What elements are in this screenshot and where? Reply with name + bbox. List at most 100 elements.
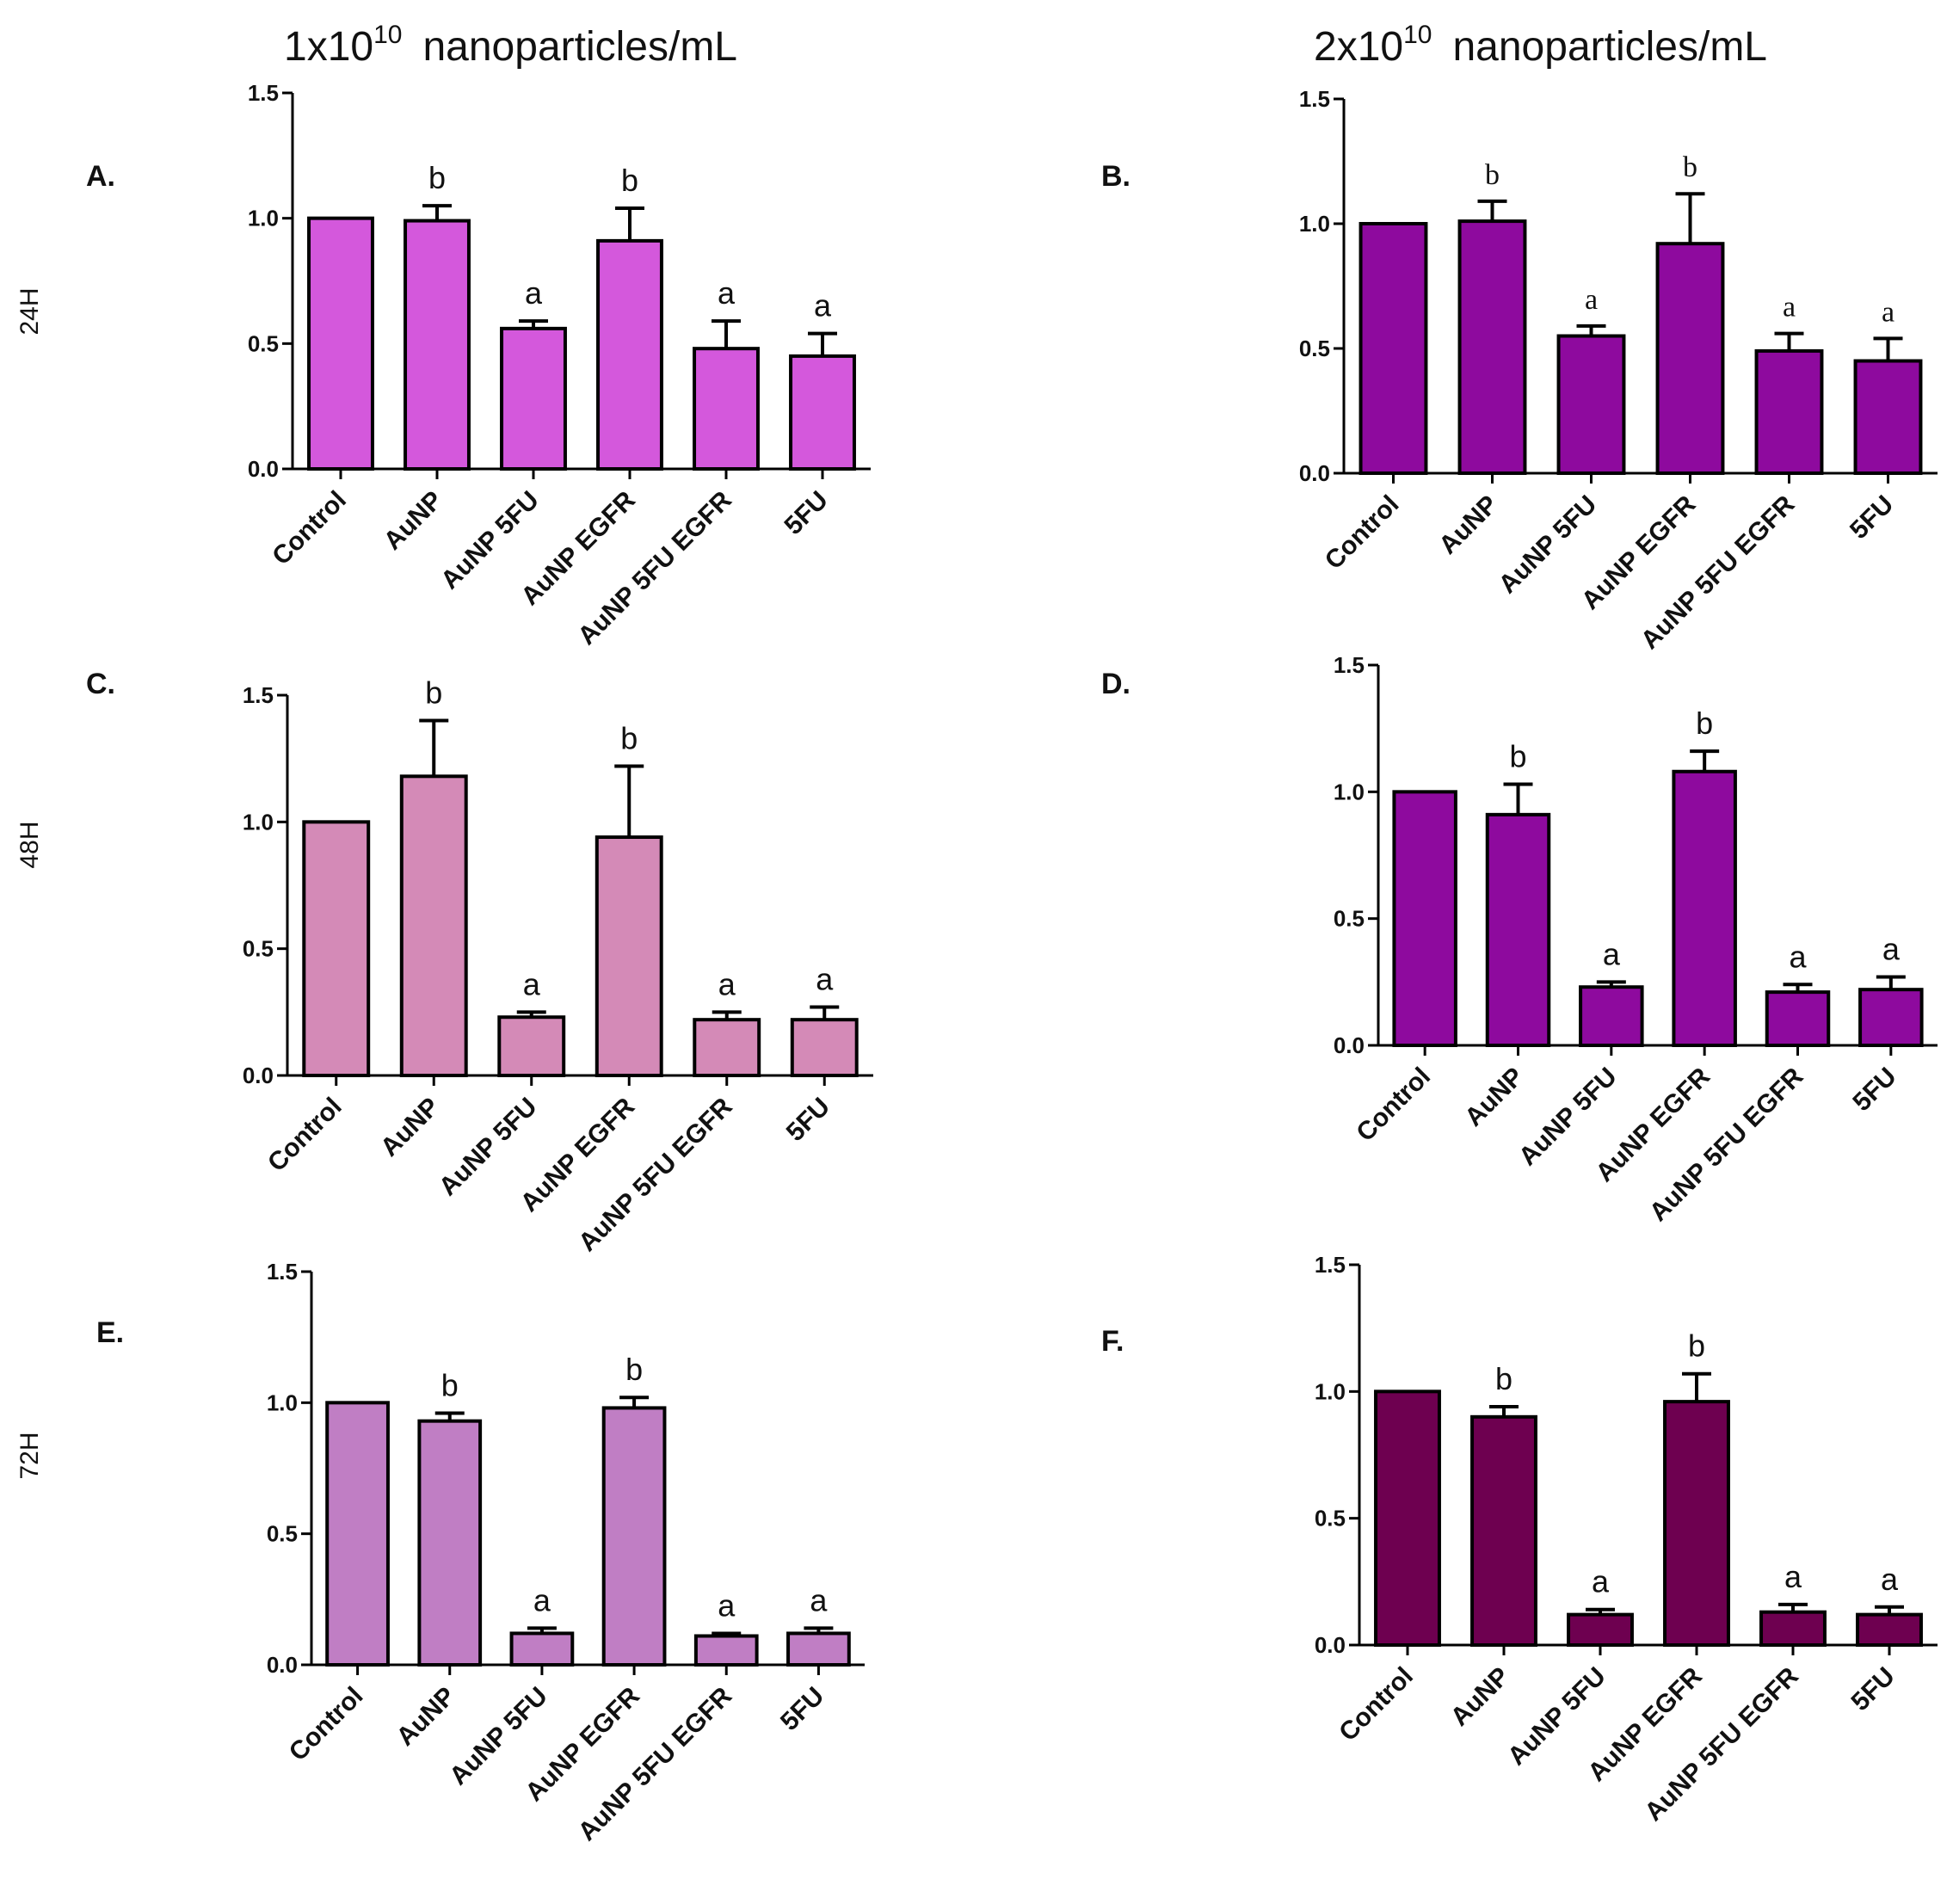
error-bar [519, 319, 548, 329]
panel-label: B. [1101, 160, 1131, 193]
significance-label: a [718, 966, 736, 1001]
panel-label: D. [1101, 668, 1131, 700]
error-bar [434, 1411, 465, 1421]
bar [404, 219, 471, 471]
x-tick-label: AuNP [1459, 1063, 1529, 1132]
bar [790, 1018, 859, 1078]
error-bar [1489, 1405, 1519, 1417]
bar [693, 1634, 759, 1667]
significance-label: b [441, 1368, 459, 1403]
x-tick-label: AuNP [375, 1093, 445, 1162]
bar [1579, 985, 1644, 1048]
significance-label: a [1603, 936, 1621, 971]
y-tick-label: 0.5 [1315, 1506, 1346, 1531]
x-tick-label: AuNP 5FU [434, 1093, 543, 1202]
bar [1556, 334, 1626, 475]
error-bar [1477, 199, 1507, 222]
y-tick-label: 0.0 [1334, 1032, 1365, 1058]
error-bar [1875, 1605, 1904, 1615]
bar [786, 1631, 851, 1667]
x-tick-label: 5FU [781, 1093, 835, 1147]
y-tick-label: 1.0 [248, 206, 279, 231]
y-tick-label: 0.0 [243, 1063, 274, 1088]
y-tick-label: 1.5 [1315, 1252, 1346, 1278]
column-title-2: 2x1010 nanoparticles/mL [1314, 21, 1767, 70]
error-bar [419, 718, 449, 777]
significance-label: b [1696, 706, 1713, 741]
x-tick-label: AuNP [1445, 1662, 1515, 1732]
x-tick-label: 5FU [775, 1682, 829, 1736]
error-bar [614, 764, 644, 838]
bar [1457, 219, 1527, 475]
error-bar [712, 1010, 742, 1020]
y-tick-label: 0.5 [1334, 906, 1365, 932]
bar [307, 216, 374, 471]
significance-label: b [1485, 159, 1500, 191]
bar [1567, 1612, 1634, 1648]
bar [693, 1018, 761, 1078]
significance-label: b [620, 721, 638, 756]
bar [1858, 988, 1924, 1048]
y-tick-label: 1.0 [1299, 211, 1330, 237]
significance-label: a [718, 275, 736, 311]
row-label-72h: 72H [15, 1432, 44, 1479]
error-bar [1774, 331, 1804, 351]
x-tick-label: AuNP [391, 1682, 461, 1752]
x-tick-label: Control [1351, 1063, 1436, 1148]
bar [1470, 1414, 1537, 1648]
x-tick-label: AuNP 5FU EGFR [1644, 1062, 1809, 1227]
significance-label: b [428, 160, 446, 195]
significance-label: a [533, 1582, 551, 1617]
x-tick-label: Control [262, 1093, 348, 1178]
significance-label: a [1789, 939, 1807, 974]
y-tick-label: 0.0 [248, 456, 279, 482]
significance-label: b [1683, 151, 1697, 183]
y-tick-label: 1.5 [243, 682, 274, 708]
error-bar [615, 206, 644, 241]
bar [1754, 348, 1824, 475]
bar [1655, 242, 1725, 475]
y-tick-label: 0.5 [1299, 336, 1330, 361]
significance-label: b [425, 675, 442, 710]
error-bar [1682, 1371, 1711, 1402]
error-bar [1586, 1607, 1615, 1615]
x-tick-label: AuNP 5FU [1494, 490, 1603, 600]
significance-label: b [625, 1352, 643, 1387]
panel-label: E. [96, 1316, 124, 1349]
significance-label: a [1881, 1562, 1899, 1597]
significance-label: b [1688, 1328, 1705, 1364]
error-bar [712, 319, 741, 349]
error-bar [1576, 323, 1606, 336]
error-bar [1503, 782, 1533, 815]
y-tick-label: 1.5 [248, 80, 279, 106]
x-tick-label: AuNP 5FU EGFR [573, 1681, 738, 1846]
bar [302, 820, 371, 1077]
panel-label: C. [86, 668, 115, 700]
significance-label: b [1509, 738, 1526, 773]
x-tick-label: Control [267, 486, 352, 571]
significance-label: a [1784, 1559, 1802, 1594]
error-bar [516, 1010, 546, 1018]
significance-label: a [1585, 284, 1598, 316]
significance-label: a [525, 275, 543, 311]
bar [1485, 812, 1551, 1047]
y-tick-label: 1.0 [267, 1389, 298, 1415]
x-tick-label: 5FU [1847, 1063, 1901, 1117]
x-tick-label: AuNP [1433, 490, 1503, 560]
y-tick-label: 1.5 [1299, 86, 1330, 112]
x-tick-label: 5FU [779, 486, 834, 540]
y-tick-label: 1.0 [1334, 779, 1365, 804]
error-bar [1778, 1602, 1808, 1612]
y-tick-label: 1.0 [1315, 1378, 1346, 1404]
error-bar [619, 1396, 650, 1408]
significance-label: a [523, 966, 541, 1001]
row-label-48h: 48H [15, 821, 44, 868]
y-tick-label: 1.0 [243, 809, 274, 835]
error-bar [810, 1005, 840, 1020]
bar [417, 1419, 483, 1667]
